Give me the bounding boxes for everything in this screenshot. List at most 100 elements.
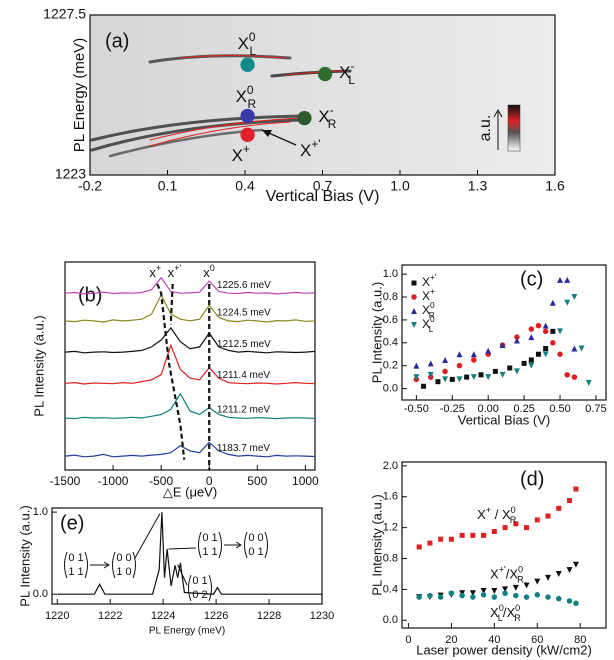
x-tick-label: 1.0 — [390, 178, 410, 194]
marker — [528, 334, 535, 341]
marker — [513, 368, 520, 375]
label-part: + — [243, 142, 250, 156]
x-axis-label: Laser power density (kW/cm2) — [416, 642, 592, 657]
marker — [456, 376, 463, 383]
panel-label: (b) — [78, 284, 102, 306]
x-tick-label: 0.00 — [477, 403, 498, 415]
matrix-bracket — [198, 531, 202, 559]
marker — [524, 525, 530, 531]
x-tick-label: 1222 — [98, 610, 122, 622]
y-axis-label: PL Intensity (a.u.) — [369, 282, 384, 383]
marker — [564, 299, 571, 306]
label-part: X — [490, 567, 499, 582]
label-part: +' — [430, 272, 437, 282]
label-part: 0 — [249, 30, 256, 44]
streak — [90, 114, 307, 142]
x-tick-label: 40 — [488, 634, 500, 646]
x-tick-label: -1500 — [50, 474, 81, 488]
matrix-bracket — [208, 574, 212, 602]
label-part: - — [350, 59, 354, 73]
y-axis-label: PL Intensity (a.u.) — [31, 315, 46, 416]
y-tick-label: 0.2 — [383, 360, 398, 372]
marker — [438, 536, 444, 542]
matrix-row: 0 1 — [192, 575, 207, 587]
y-axis-label: PL Intensity (a.u.) — [369, 494, 384, 595]
marker — [534, 517, 540, 523]
marker — [427, 540, 433, 546]
matrix-bracket — [244, 531, 248, 559]
label-part: X — [490, 606, 499, 621]
marker — [543, 346, 549, 352]
label-part: x — [168, 265, 175, 280]
series-label: 1211.2 meV — [217, 405, 271, 416]
y-tick-label: 1.0 — [383, 268, 398, 280]
x-tick-label: 0.50 — [549, 403, 570, 415]
x-tick-label: 0.1 — [158, 178, 178, 194]
panel-label: (a) — [105, 30, 129, 52]
label-part: / X — [491, 507, 511, 522]
streak — [90, 118, 302, 152]
marker — [240, 127, 255, 142]
marker — [585, 379, 592, 386]
marker — [535, 351, 541, 357]
y-tick-label: 0.4 — [383, 337, 398, 349]
plot-frame — [401, 264, 607, 401]
line — [64, 293, 316, 323]
x-tick-label: 20 — [445, 634, 457, 646]
marker — [416, 544, 422, 550]
marker — [470, 351, 477, 358]
label-part: X — [232, 146, 243, 165]
legend-marker — [411, 280, 417, 286]
label-part: /X — [506, 567, 519, 582]
x-tick-label: 1228 — [257, 610, 281, 622]
pointer — [134, 513, 161, 559]
plot-frame — [64, 261, 316, 471]
marker — [542, 322, 549, 329]
marker — [557, 351, 563, 357]
label-part: R — [429, 310, 435, 320]
marker — [542, 351, 549, 358]
y-tick-label: 0.6 — [383, 314, 398, 326]
x-tick-label: 1000 — [292, 474, 319, 488]
x-tick-label: 500 — [247, 474, 267, 488]
x-axis-label: PL Energy (meV) — [149, 626, 225, 637]
heatmap-background — [90, 15, 555, 175]
marker — [557, 276, 564, 283]
x-tick-label: 1.3 — [468, 178, 488, 194]
label-part: 0 — [430, 314, 435, 324]
marker — [442, 368, 448, 375]
label: X+ / X0 R — [477, 505, 517, 525]
streak-core — [179, 55, 286, 59]
x-tick-label: -500 — [149, 474, 173, 488]
plot-frame — [401, 461, 607, 629]
marker — [507, 365, 513, 371]
label-part: X — [422, 303, 430, 317]
marker — [485, 374, 492, 381]
marker — [502, 525, 508, 531]
marker — [492, 368, 498, 374]
marker — [456, 351, 463, 358]
marker — [442, 376, 449, 383]
label: X+' — [300, 137, 321, 160]
panel-label: (e) — [60, 512, 84, 534]
x-tick-label: -0.2 — [78, 178, 102, 194]
marker — [549, 299, 556, 306]
marker — [571, 345, 578, 352]
matrix-row: 0 0 — [248, 532, 263, 544]
label-part: 0 — [499, 604, 504, 614]
marker — [297, 110, 312, 126]
marker — [413, 374, 420, 381]
marker — [545, 594, 551, 600]
matrix-bracket — [112, 551, 116, 579]
series-label: 1211.4 meV — [217, 370, 271, 381]
label-part: /X — [503, 606, 516, 621]
marker — [437, 594, 444, 600]
label-part: R — [517, 575, 524, 585]
label-part: 0 — [518, 565, 523, 575]
label: X0 L — [422, 314, 435, 334]
marker — [448, 536, 454, 542]
label: X+'/X0 R — [490, 565, 524, 585]
label-part: R — [248, 97, 257, 111]
marker — [523, 594, 530, 600]
